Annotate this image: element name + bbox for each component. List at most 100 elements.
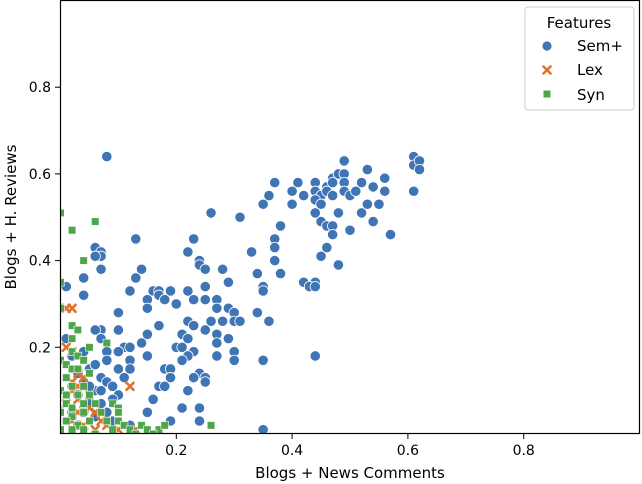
data-point-circle: [286, 198, 298, 210]
data-point-circle: [274, 220, 287, 232]
data-point-circle: [141, 328, 153, 340]
data-point-circle: [182, 285, 194, 297]
data-point-circle: [251, 307, 263, 319]
data-point-circle: [413, 163, 426, 176]
data-point-circle: [222, 333, 235, 345]
legend-box: [524, 6, 635, 111]
data-point-square: [67, 412, 77, 421]
data-point-circle: [228, 354, 240, 366]
data-point-square: [108, 399, 117, 408]
data-point-circle: [257, 424, 269, 434]
data-point-circle: [182, 246, 194, 258]
data-point-circle: [141, 302, 153, 314]
data-point-circle: [257, 285, 269, 297]
data-point-circle: [269, 255, 281, 267]
legend-label-sem: Sem+: [577, 37, 623, 55]
legend-title: Features: [547, 14, 612, 32]
data-point-square: [120, 421, 129, 430]
data-point-circle: [199, 263, 211, 275]
data-point-circle: [101, 354, 113, 366]
data-point-circle: [355, 176, 368, 189]
data-point-circle: [141, 350, 153, 362]
data-point-circle: [147, 393, 159, 405]
data-point-circle: [135, 263, 148, 275]
data-point-square: [73, 390, 82, 400]
legend: Features Sem+ Lex Syn: [524, 6, 635, 111]
data-point-square: [73, 351, 82, 361]
data-point-circle: [112, 346, 125, 358]
legend-square-icon: [543, 90, 551, 98]
data-point-square: [67, 334, 77, 343]
legend-label-syn: Syn: [577, 86, 605, 104]
data-point-square: [79, 399, 88, 408]
data-point-square: [67, 321, 77, 330]
data-point-square: [62, 399, 71, 408]
x-tick-label: 0.4: [281, 443, 303, 459]
data-point-square: [73, 325, 82, 335]
legend-circle-icon: [541, 40, 553, 52]
data-point-circle: [327, 176, 339, 189]
data-point-square: [62, 373, 71, 382]
data-point-circle: [251, 268, 263, 280]
data-point-circle: [159, 294, 171, 306]
data-point-circle: [112, 324, 125, 336]
legend-x-icon: [542, 65, 552, 75]
x-axis-label: Blogs + News Comments: [255, 464, 445, 482]
data-point-circle: [315, 250, 327, 262]
data-point-square: [91, 217, 100, 226]
data-point-circle: [408, 185, 420, 197]
data-point-square: [62, 390, 71, 400]
data-point-square: [137, 421, 146, 430]
data-point-square: [131, 429, 140, 434]
data-point-circle: [211, 337, 223, 349]
data-point-circle: [193, 415, 206, 427]
data-point-circle: [164, 285, 177, 297]
data-point-circle: [124, 285, 136, 297]
data-point-square: [73, 421, 82, 430]
data-point-circle: [205, 315, 217, 327]
data-point-square: [91, 429, 100, 434]
data-point-circle: [182, 385, 194, 397]
data-point-circle: [379, 185, 391, 197]
data-point-circle: [257, 354, 269, 366]
data-point-circle: [222, 276, 235, 288]
data-point-circle: [245, 246, 258, 258]
data-point-circle: [367, 215, 379, 228]
data-point-circle: [286, 185, 298, 197]
data-point-circle: [199, 294, 211, 306]
data-point-circle: [309, 350, 321, 362]
data-point-circle: [199, 376, 211, 388]
plot-frame: [59, 0, 641, 435]
data-point-circle: [327, 189, 339, 202]
data-point-square: [160, 421, 169, 430]
legend-label-lex: Lex: [577, 61, 603, 79]
data-point-circle: [78, 272, 90, 284]
data-point-square: [79, 425, 88, 434]
data-point-circle: [188, 320, 200, 332]
x-tick-label: 0.8: [513, 443, 535, 459]
y-tick-label: 0.6: [29, 167, 51, 183]
data-point-circle: [211, 350, 223, 362]
data-point-circle: [164, 372, 177, 384]
y-axis-label: Blogs + H. Reviews: [2, 144, 20, 289]
data-point-circle: [188, 294, 200, 306]
data-point-square: [85, 343, 94, 352]
data-point-circle: [170, 298, 182, 310]
data-point-square: [62, 360, 71, 369]
data-point-circle: [327, 228, 339, 241]
data-points: [60, 150, 426, 434]
data-point-circle: [309, 207, 321, 219]
data-point-circle: [124, 341, 136, 353]
data-point-x: [67, 303, 77, 314]
data-point-square: [67, 425, 77, 434]
data-point-circle: [130, 272, 142, 284]
data-point-square: [206, 421, 216, 430]
y-tick-label: 0.8: [29, 80, 51, 96]
data-point-square: [79, 256, 88, 265]
data-point-circle: [124, 363, 136, 375]
data-point-circle: [205, 207, 217, 219]
data-point-circle: [355, 207, 368, 219]
data-point-circle: [338, 155, 350, 167]
data-point-square: [91, 399, 100, 408]
